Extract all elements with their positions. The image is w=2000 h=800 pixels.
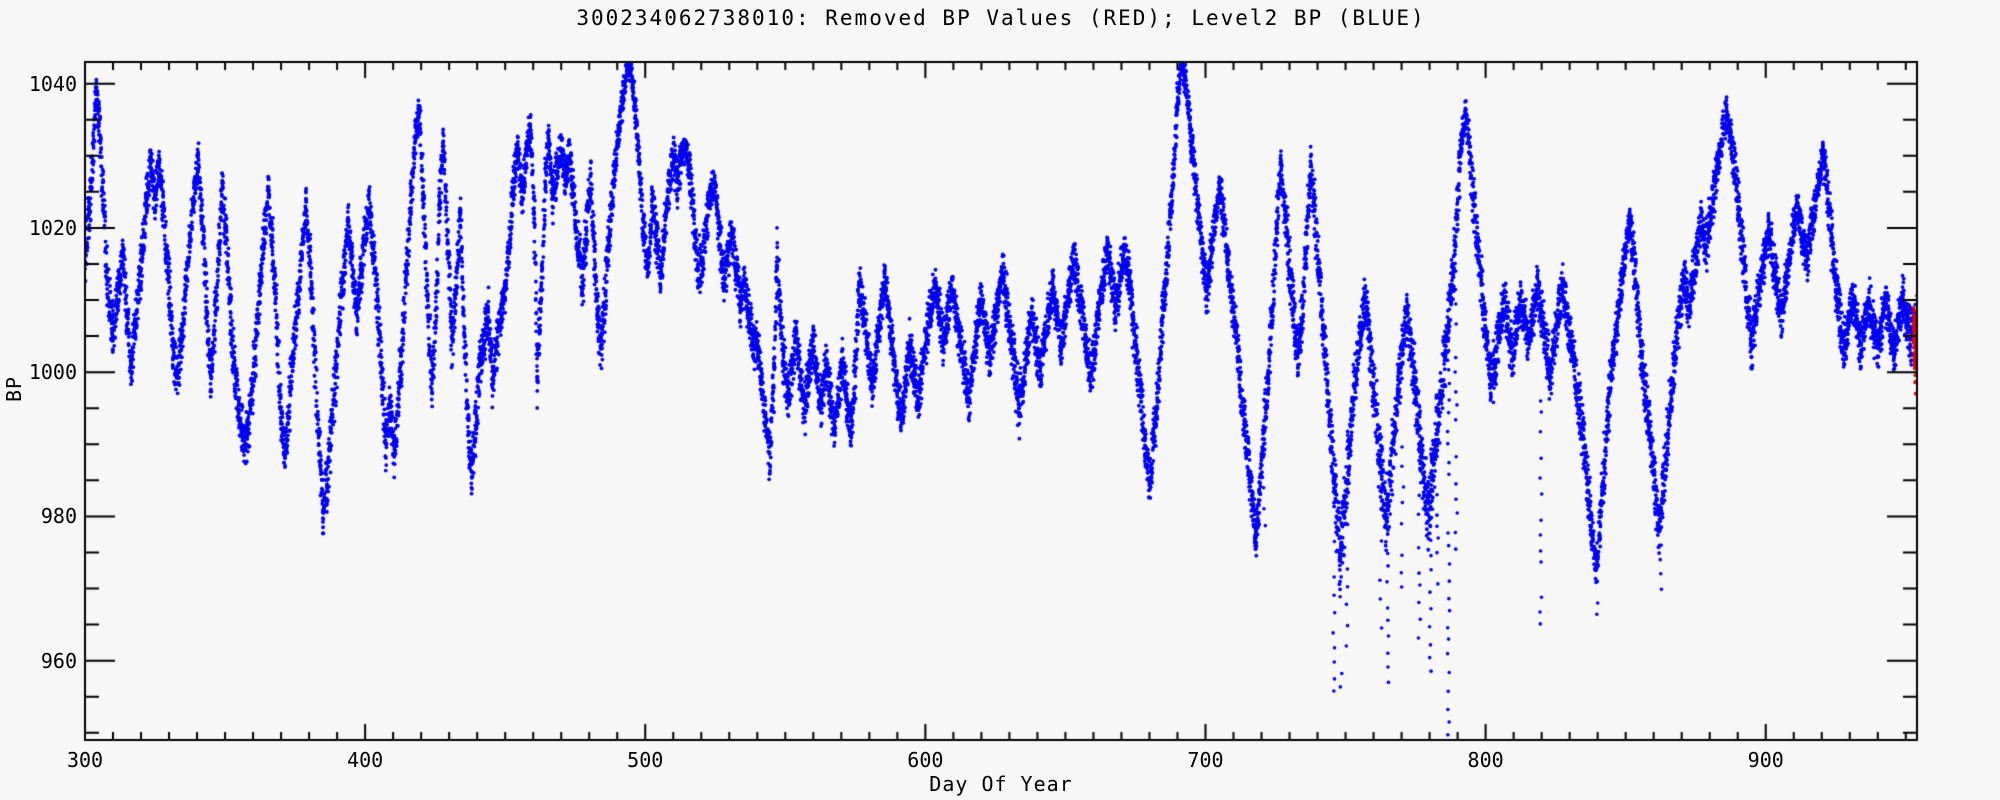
y-tick-label: 960 (40, 648, 77, 673)
x-axis-label: Day Of Year (929, 772, 1073, 796)
x-tick-label: 400 (347, 748, 384, 772)
x-tick-label: 900 (1747, 748, 1784, 772)
x-tick-label: 700 (1187, 748, 1224, 772)
y-tick-label: 1020 (28, 215, 77, 240)
x-tick-label: 300 (66, 748, 104, 772)
y-tick-label: 1040 (28, 71, 77, 96)
y-tick-label: 980 (40, 504, 77, 529)
x-tick-label: 600 (907, 748, 944, 772)
y-tick-label: 1000 (28, 360, 77, 385)
x-tick-label: 800 (1467, 748, 1504, 772)
x-tick-label: 500 (627, 748, 664, 772)
chart-title: 300234062738010: Removed BP Values (RED)… (576, 6, 1426, 30)
